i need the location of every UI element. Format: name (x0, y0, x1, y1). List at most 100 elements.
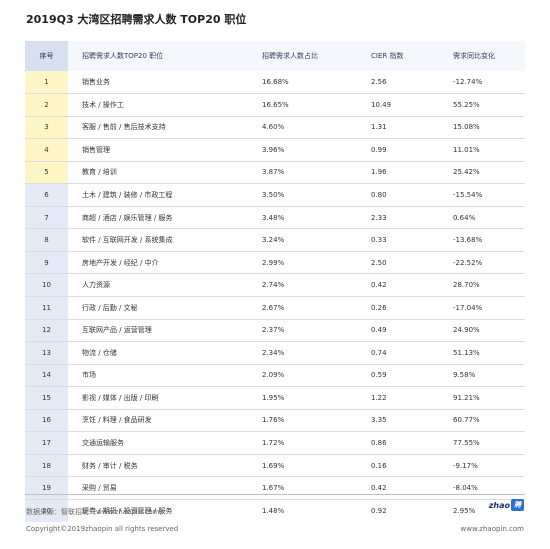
table-row: 17 交通运输服务 1.72% 0.86 77.55% (25, 431, 525, 455)
yoy-cell: 60.77% (453, 416, 480, 425)
yoy-cell: 15.08% (453, 123, 480, 132)
position-cell: 影视 / 媒体 / 出版 / 印刷 (82, 393, 159, 402)
table-row: 2 技术 / 操作工 16.65% 10.49 55.25% (25, 93, 525, 117)
website-url: www.zhaopin.com (460, 525, 524, 533)
data-source: 数据来源：智联招聘（www.zhaopin.com） (26, 508, 167, 516)
cier-cell: 0.92 (371, 506, 387, 515)
rank-cell: 10 (25, 273, 68, 297)
brand-logo-text: zhao (488, 500, 510, 510)
cier-cell: 2.33 (371, 213, 387, 222)
rank-cell: 8 (25, 228, 68, 252)
yoy-cell: 91.21% (453, 393, 480, 402)
yoy-cell: -15.54% (453, 191, 483, 199)
ranking-table: 序号 招聘需求人数TOP20 职位 招聘需求人数占比 CIER 指数 需求同比变… (25, 41, 525, 522)
position-cell: 教育 / 培训 (82, 168, 117, 177)
position-cell: 土木 / 建筑 / 装修 / 市政工程 (82, 191, 173, 199)
rank-cell: 20 (25, 499, 68, 522)
position-cell: 商超 / 酒店 / 娱乐管理 / 服务 (82, 213, 173, 222)
rank-cell: 14 (25, 364, 68, 387)
position-cell: 行政 / 后勤 / 文秘 (82, 303, 138, 312)
share-cell: 1.95% (262, 393, 285, 402)
rank-cell: 16 (25, 409, 68, 432)
share-cell: 4.60% (262, 123, 285, 132)
rank-cell: 15 (25, 386, 68, 410)
share-cell: 2.74% (262, 281, 285, 290)
table-row: 13 物流 / 仓储 2.34% 0.74 51.13% (25, 341, 525, 365)
header-yoy: 需求同比变化 (437, 41, 525, 71)
position-cell: 客服 / 售前 / 售后技术支持 (82, 123, 166, 132)
position-cell: 物流 / 仓储 (82, 348, 117, 357)
cier-cell: 0.80 (371, 191, 387, 199)
rank-cell: 19 (25, 476, 68, 500)
yoy-cell: 2.95% (453, 506, 476, 515)
copyright-text: Copyright©2019zhaopin all rights reserve… (26, 525, 179, 533)
share-cell: 2.99% (262, 258, 285, 267)
yoy-cell: 0.64% (453, 213, 476, 222)
table-row: 4 销售管理 3.96% 0.99 11.01% (25, 138, 525, 162)
header-rank: 序号 (25, 41, 68, 71)
position-cell: 软件 / 互联网开发 / 系统集成 (82, 236, 173, 245)
table-row: 9 房地产开发 / 经纪 / 中介 2.99% 2.50 -22.52% (25, 251, 525, 274)
yoy-cell: -17.04% (453, 303, 483, 312)
table-row: 12 互联网产品 / 运营管理 2.37% 0.49 24.90% (25, 319, 525, 342)
cier-cell: 0.42 (371, 484, 387, 493)
yoy-cell: 77.55% (453, 439, 480, 448)
table-row: 10 人力资源 2.74% 0.42 28.70% (25, 273, 525, 297)
rank-cell: 2 (25, 93, 68, 117)
rank-cell: 17 (25, 431, 68, 455)
table-row: 5 教育 / 培训 3.87% 1.96 25.42% (25, 161, 525, 184)
yoy-cell: 11.01% (453, 145, 480, 154)
rank-cell: 9 (25, 251, 68, 274)
table-row: 19 采购 / 贸易 1.67% 0.42 -8.04% (25, 476, 525, 500)
table-row: 20 证券 / 期货 / 投资管理 / 服务 1.48% 0.92 2.95% (25, 499, 525, 522)
cier-cell: 0.16 (371, 461, 387, 470)
position-cell: 交通运输服务 (82, 439, 124, 448)
table-row: 18 财务 / 审计 / 税务 1.69% 0.16 -9.17% (25, 454, 525, 477)
cier-cell: 1.22 (371, 393, 387, 402)
position-cell: 烹饪 / 料理 / 食品研发 (82, 416, 152, 425)
table-row: 3 客服 / 售前 / 售后技术支持 4.60% 1.31 15.08% (25, 116, 525, 139)
position-cell: 财务 / 审计 / 税务 (82, 461, 138, 470)
yoy-cell: -22.52% (453, 258, 483, 267)
cier-cell: 3.35 (371, 416, 387, 425)
yoy-cell: 28.70% (453, 281, 480, 290)
cier-cell: 0.49 (371, 326, 387, 335)
rank-cell: 3 (25, 116, 68, 139)
yoy-cell: 24.90% (453, 326, 480, 335)
position-cell: 销售管理 (82, 145, 110, 154)
rank-cell: 11 (25, 296, 68, 320)
share-cell: 3.87% (262, 168, 285, 177)
yoy-cell: 51.13% (453, 348, 480, 357)
cier-cell: 10.49 (371, 100, 392, 109)
yoy-cell: -13.68% (453, 236, 483, 245)
yoy-cell: -8.04% (453, 484, 478, 493)
cier-cell: 0.33 (371, 236, 387, 245)
table-body: 1 销售业务 16.68% 2.56 -12.74% 2 技术 / 操作工 16.65% 10.… (25, 71, 525, 522)
rank-cell: 7 (25, 206, 68, 229)
position-cell: 互联网产品 / 运营管理 (82, 326, 152, 335)
header-position: 招聘需求人数TOP20 职位 (68, 41, 250, 71)
cier-cell: 0.59 (371, 371, 387, 380)
share-cell: 3.24% (262, 236, 285, 245)
cier-cell: 2.50 (371, 258, 387, 267)
footer-divider (25, 494, 525, 495)
share-cell: 16.65% (262, 100, 289, 109)
header-cier: CIER 指数 (360, 41, 437, 71)
share-cell: 1.72% (262, 439, 285, 448)
yoy-cell: -9.17% (453, 461, 478, 470)
share-cell: 2.37% (262, 326, 285, 335)
cier-cell: 1.31 (371, 123, 387, 132)
table-row: 16 烹饪 / 料理 / 食品研发 1.76% 3.35 60.77% (25, 409, 525, 432)
table-row: 11 行政 / 后勤 / 文秘 2.67% 0.26 -17.04% (25, 296, 525, 320)
share-cell: 1.48% (262, 506, 285, 515)
rank-cell: 6 (25, 183, 68, 207)
rank-cell: 5 (25, 161, 68, 184)
brand-logo-mark: 聘 (511, 499, 524, 511)
share-cell: 3.50% (262, 191, 285, 199)
cier-cell: 0.74 (371, 348, 387, 357)
position-cell: 房地产开发 / 经纪 / 中介 (82, 258, 159, 267)
rank-cell: 4 (25, 138, 68, 162)
table-row: 14 市场 2.09% 0.59 9.58% (25, 364, 525, 387)
share-cell: 16.68% (262, 78, 289, 87)
share-cell: 1.69% (262, 461, 285, 470)
